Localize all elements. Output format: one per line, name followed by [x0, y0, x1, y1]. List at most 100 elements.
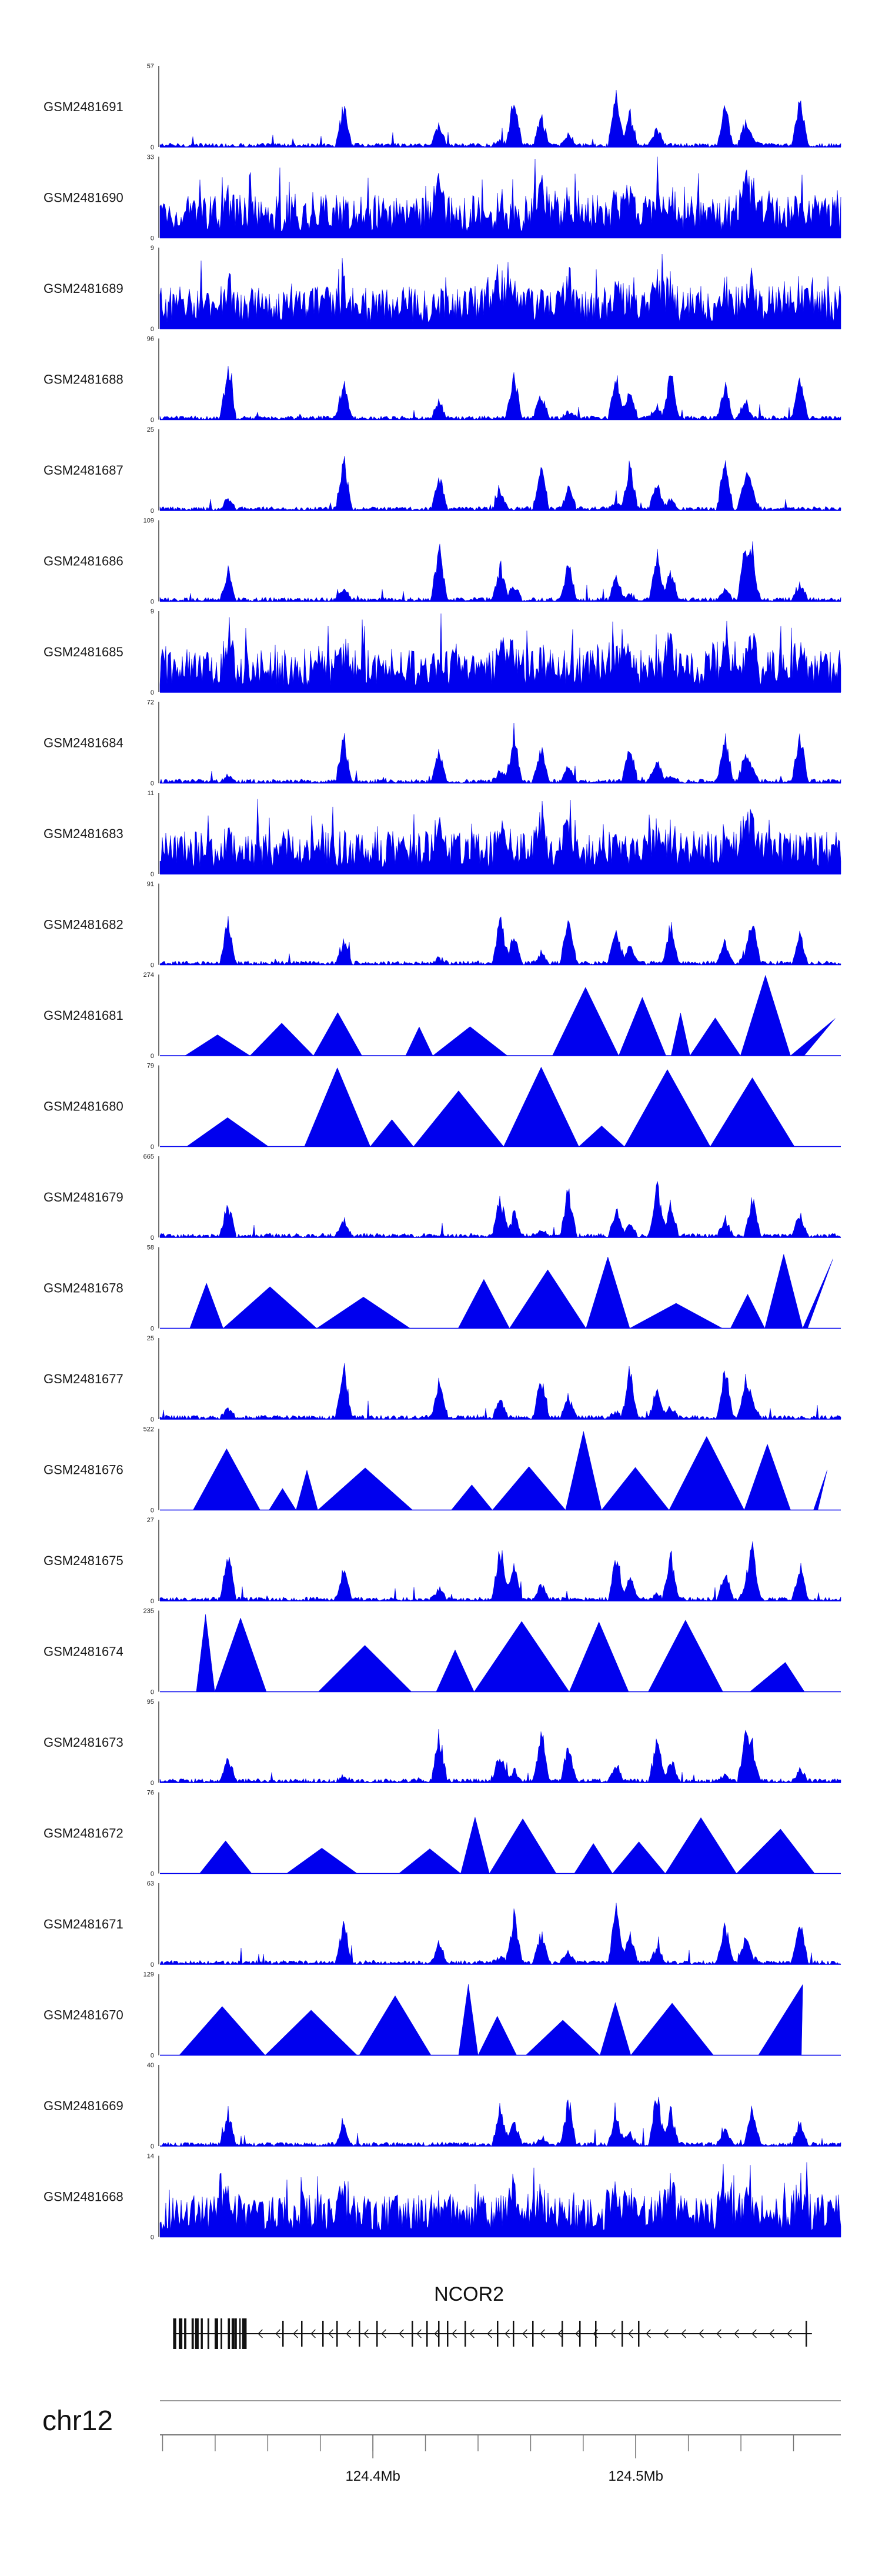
strand-arrow — [646, 2329, 651, 2338]
gene-exon — [215, 2318, 218, 2349]
axis-tick-label: 124.4Mb — [345, 2468, 400, 2484]
track-signal-area — [159, 156, 841, 238]
gene-exon — [282, 2321, 284, 2347]
track-yzero-label: 0 — [151, 1053, 154, 1060]
gene-exon — [336, 2321, 338, 2347]
gene-exon — [301, 2321, 303, 2347]
track-signal-area — [159, 1541, 841, 1601]
strand-arrow — [363, 2329, 369, 2338]
track-signal-area — [159, 2162, 841, 2237]
gene-exon — [184, 2318, 186, 2349]
track-signal-area — [159, 916, 841, 966]
strand-arrow — [258, 2329, 263, 2338]
gene-exon — [220, 2318, 222, 2349]
track-GSM2481668: GSM2481668 14 0 — [44, 2153, 841, 2241]
track-signal-area — [159, 1363, 841, 1420]
track-label: GSM2481685 — [44, 645, 123, 659]
track-yzero-label: 0 — [151, 1780, 154, 1787]
track-yzero-label: 0 — [151, 2053, 154, 2060]
gene-exon — [191, 2318, 194, 2349]
strand-arrow — [681, 2329, 686, 2338]
track-yzero-label: 0 — [151, 871, 154, 878]
strand-arrow — [628, 2329, 633, 2338]
track-signal-area — [160, 1614, 841, 1693]
track-GSM2481674: GSM2481674 235 0 — [44, 1608, 841, 1696]
track-ymax-label: 522 — [143, 1426, 154, 1433]
track-signal-area — [159, 253, 841, 329]
track-ymax-label: 57 — [147, 63, 154, 70]
strand-arrow — [699, 2329, 704, 2338]
track-GSM2481675: GSM2481675 27 0 — [44, 1517, 841, 1605]
track-GSM2481672: GSM2481672 76 0 — [44, 1790, 841, 1878]
track-signal-area — [159, 799, 841, 875]
track-yzero-label: 0 — [151, 508, 154, 515]
gene-exon — [412, 2321, 413, 2347]
track-yzero-label: 0 — [151, 1326, 154, 1333]
track-ymax-label: 95 — [147, 1699, 154, 1706]
strand-arrow — [663, 2329, 669, 2338]
track-yzero-label: 0 — [151, 1144, 154, 1151]
gene-exon — [513, 2321, 514, 2347]
track-label: GSM2481688 — [44, 372, 123, 387]
track-ymax-label: 72 — [147, 699, 154, 706]
track-signal-area — [159, 723, 841, 784]
track-signal-area — [159, 456, 841, 511]
track-signal-area — [159, 541, 841, 602]
strand-arrow — [346, 2329, 351, 2338]
genome-axis: chr12 124.4Mb 124.5Mb — [42, 2400, 841, 2484]
track-label: GSM2481680 — [44, 1099, 123, 1114]
strand-arrow — [716, 2329, 721, 2338]
track-GSM2481677: GSM2481677 25 0 — [44, 1335, 841, 1423]
track-GSM2481686: GSM2481686 109 0 — [44, 518, 841, 606]
track-yzero-label: 0 — [151, 689, 154, 696]
track-yzero-label: 0 — [151, 2234, 154, 2241]
strand-arrow — [593, 2329, 598, 2338]
track-label: GSM2481673 — [44, 1735, 123, 1750]
track-label: GSM2481691 — [44, 99, 123, 114]
track-yzero-label: 0 — [151, 326, 154, 333]
strand-arrow — [769, 2329, 774, 2338]
gene-exon — [638, 2321, 640, 2347]
track-yzero-label: 0 — [151, 962, 154, 969]
track-label: GSM2481675 — [44, 1553, 123, 1568]
track-GSM2481682: GSM2481682 91 0 — [44, 881, 841, 969]
track-label: GSM2481682 — [44, 917, 123, 932]
track-ymax-label: 11 — [148, 790, 154, 797]
track-label: GSM2481671 — [44, 1917, 123, 1931]
track-label: GSM2481676 — [44, 1463, 123, 1477]
strand-arrow — [557, 2329, 563, 2338]
track-ymax-label: 235 — [143, 1608, 154, 1615]
strand-arrow — [293, 2329, 298, 2338]
track-signal-area — [159, 1903, 841, 1965]
track-label: GSM2481677 — [44, 1372, 123, 1386]
track-ymax-label: 33 — [147, 154, 154, 161]
track-signal-area — [160, 1984, 841, 2056]
strand-arrow — [751, 2329, 757, 2338]
track-ymax-label: 40 — [147, 2062, 154, 2069]
track-yzero-label: 0 — [151, 2143, 154, 2150]
track-signal-area — [159, 613, 841, 693]
track-label: GSM2481669 — [44, 2098, 123, 2113]
track-yzero-label: 0 — [151, 1961, 154, 1968]
gene-exon — [242, 2318, 246, 2349]
track-signal-area — [159, 1181, 841, 1238]
track-ymax-label: 76 — [147, 1790, 154, 1797]
track-GSM2481681: GSM2481681 274 0 — [44, 972, 841, 1060]
track-yzero-label: 0 — [151, 1234, 154, 1242]
track-label: GSM2481687 — [44, 463, 123, 478]
track-signal-area — [159, 366, 841, 421]
track-yzero-label: 0 — [151, 780, 154, 788]
track-label: GSM2481678 — [44, 1281, 123, 1296]
track-label: GSM2481684 — [44, 736, 123, 750]
strand-arrow — [452, 2329, 457, 2338]
gene-exon — [376, 2321, 378, 2347]
gene-exon — [497, 2321, 499, 2347]
gene-exon — [359, 2321, 360, 2347]
track-GSM2481673: GSM2481673 95 0 — [44, 1699, 841, 1787]
gene-exon — [595, 2321, 597, 2347]
track-yzero-label: 0 — [151, 417, 154, 424]
track-ymax-label: 129 — [143, 1971, 154, 1978]
signal-tracks: GSM2481691570GSM2481690330GSM248168990GS… — [44, 63, 841, 2241]
track-signal-area — [159, 2097, 841, 2147]
